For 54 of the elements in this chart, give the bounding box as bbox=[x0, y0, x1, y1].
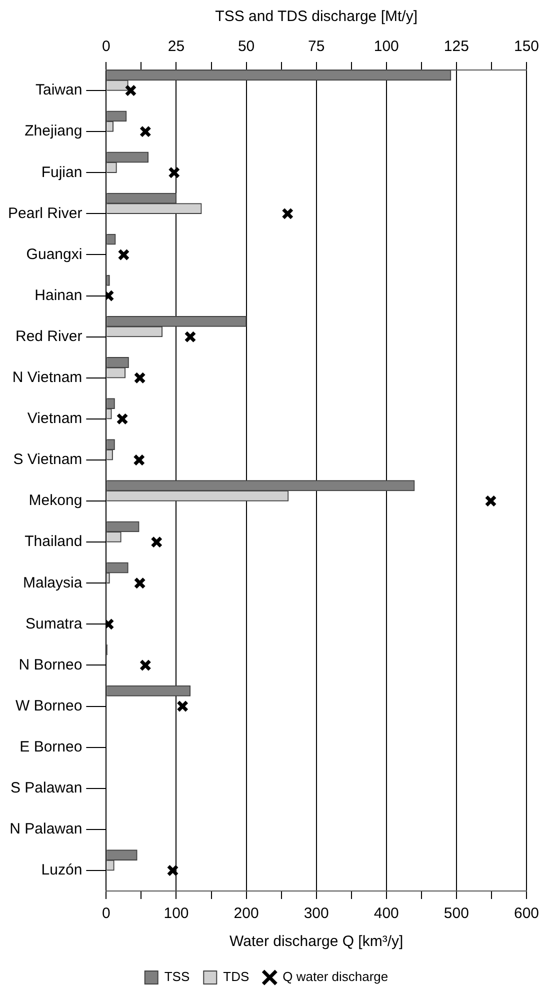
point bbox=[150, 536, 163, 548]
point bbox=[134, 372, 146, 384]
point bbox=[116, 412, 128, 425]
point bbox=[168, 166, 180, 179]
legend-label: Q water discharge bbox=[282, 969, 388, 984]
y-tick-label: N Vietnam bbox=[12, 369, 82, 386]
y-tick-label: S Palawan bbox=[10, 780, 82, 797]
y-tick-label: S Vietnam bbox=[13, 451, 82, 468]
x2-tick-label: 150 bbox=[514, 38, 539, 56]
y-tick-label: Red River bbox=[16, 328, 82, 345]
x-tick-label: 400 bbox=[374, 905, 399, 922]
point bbox=[166, 864, 179, 876]
y-tick-label: Mekong bbox=[28, 492, 82, 510]
y-tick-label: Fujian bbox=[41, 164, 82, 181]
point bbox=[124, 84, 137, 97]
y-tick-label: Zhejiang bbox=[24, 122, 82, 140]
point bbox=[484, 495, 497, 508]
legend-label: TDS bbox=[223, 969, 250, 984]
point bbox=[282, 208, 294, 220]
point bbox=[118, 248, 130, 261]
x2-axis-title: TSS and TDS discharge [Mt/y] bbox=[215, 8, 418, 26]
x-tick-label: 500 bbox=[444, 905, 469, 922]
legend-label: TSS bbox=[164, 969, 190, 984]
x-tick-label: 0 bbox=[102, 905, 110, 922]
x2-tick-label: 25 bbox=[168, 38, 185, 56]
y-tick-label: Hainan bbox=[34, 286, 82, 304]
x2-tick-label: 0 bbox=[102, 38, 110, 56]
x2-tick-label: 50 bbox=[238, 38, 255, 56]
y-tick-label: N Palawan bbox=[10, 820, 82, 838]
y-tick-label: Vietnam bbox=[27, 410, 82, 428]
y-tick-label: Pearl River bbox=[8, 204, 82, 222]
point bbox=[133, 454, 146, 466]
x-axis-title: Water discharge Q [km³/y] bbox=[230, 933, 404, 950]
x-tick-label: 200 bbox=[234, 905, 259, 922]
y-tick-label: Taiwan bbox=[35, 82, 82, 99]
x-tick-label: 300 bbox=[304, 905, 329, 922]
y-tick-label: Malaysia bbox=[23, 574, 83, 592]
x2-tick-label: 125 bbox=[444, 38, 469, 56]
point bbox=[139, 126, 152, 138]
y-tick-label: E Borneo bbox=[20, 738, 82, 756]
y-tick-label: W Borneo bbox=[15, 697, 82, 714]
x-tick-label: 100 bbox=[164, 905, 189, 922]
y-tick-label: Sumatra bbox=[25, 615, 83, 632]
point bbox=[184, 330, 196, 343]
x-tick-label: 600 bbox=[514, 905, 539, 922]
x2-tick-label: 75 bbox=[308, 38, 325, 56]
y-tick-label: Guangxi bbox=[26, 246, 82, 263]
y-tick-label: Luzón bbox=[41, 862, 82, 879]
point bbox=[134, 577, 146, 590]
point bbox=[139, 659, 152, 672]
x2-tick-label: 100 bbox=[374, 38, 399, 56]
y-tick-label: N Borneo bbox=[18, 656, 82, 674]
point bbox=[176, 700, 189, 712]
y-tick-label: Thailand bbox=[24, 533, 82, 550]
